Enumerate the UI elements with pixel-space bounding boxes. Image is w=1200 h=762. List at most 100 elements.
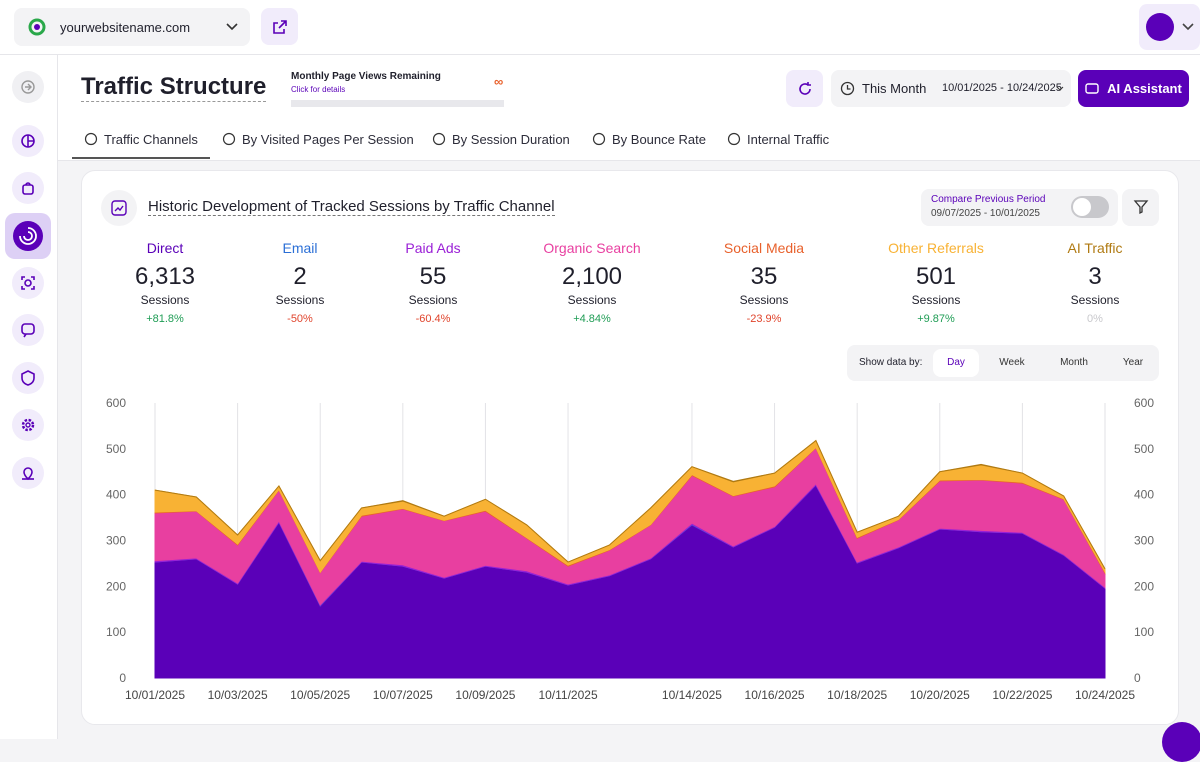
channel-change: -23.9% xyxy=(746,313,782,325)
icon xyxy=(22,182,34,195)
quota-link[interactable]: Click for details xyxy=(291,85,346,94)
y-tick-label: 600 xyxy=(106,396,126,410)
ai-assistant-button[interactable]: AI Assistant xyxy=(1078,70,1189,107)
channel-name: Social Media xyxy=(723,240,805,256)
chat-bubble[interactable] xyxy=(1162,722,1200,762)
channel-name: Organic Search xyxy=(543,240,641,256)
tab[interactable]: By Bounce Rate xyxy=(592,132,706,147)
x-tick-label: 10/22/2025 xyxy=(992,688,1052,702)
nav-shop[interactable] xyxy=(12,172,44,204)
tab-label: By Visited Pages Per Session xyxy=(242,132,414,147)
compare-toggle[interactable] xyxy=(1071,196,1109,218)
channel-change: 0% xyxy=(1087,313,1103,325)
period-option[interactable]: Month xyxy=(1060,357,1088,368)
tab[interactable]: Traffic Channels xyxy=(84,132,198,147)
date-preset: This Month xyxy=(862,81,927,96)
channel-unit: Sessions xyxy=(1070,293,1120,307)
nav-location[interactable] xyxy=(12,457,44,489)
channel-change: -50% xyxy=(287,313,313,325)
channel-total: 501 xyxy=(915,263,957,290)
channel-change: +9.87% xyxy=(917,313,955,325)
avatar xyxy=(1145,13,1194,41)
tab[interactable]: Internal Traffic xyxy=(727,132,829,147)
nav-overview[interactable] xyxy=(12,125,44,157)
tab[interactable]: By Session Duration xyxy=(432,132,570,147)
channel-change: +4.84% xyxy=(573,313,611,325)
filter-button[interactable] xyxy=(1122,189,1159,226)
y-tick-label: 200 xyxy=(106,579,126,593)
period-option[interactable]: Day xyxy=(947,357,965,368)
tab[interactable]: By Visited Pages Per Session xyxy=(222,132,414,147)
channel-total: 3 xyxy=(1088,263,1102,290)
x-tick-label: 10/11/2025 xyxy=(538,688,597,702)
channel-unit: Sessions xyxy=(911,293,961,307)
channel-total: 35 xyxy=(750,263,778,290)
period-option[interactable]: Year xyxy=(1122,357,1144,368)
collapse-button[interactable] xyxy=(12,71,44,103)
compare-box: Compare Previous Period 09/07/2025 - 10/… xyxy=(921,189,1118,226)
open-site-button[interactable] xyxy=(261,8,298,45)
icon xyxy=(798,81,811,95)
y-tick-label: 100 xyxy=(106,625,126,639)
compare-label: Compare Previous Period xyxy=(931,194,1046,205)
channel-name: Direct xyxy=(146,240,184,256)
chart: 10/01/2025 10/03/2025 10/05/2025 10/07/2025… xyxy=(106,396,1154,702)
channel-total: 6,313 xyxy=(134,263,196,290)
x-tick-label: 10/20/2025 xyxy=(910,688,970,702)
nav-security[interactable] xyxy=(12,362,44,394)
tab-icon xyxy=(84,132,98,146)
channel-unit: Sessions xyxy=(275,293,325,307)
tab-icon xyxy=(727,132,741,146)
y-tick-label: 0 xyxy=(119,671,126,685)
tab-icon xyxy=(222,132,236,146)
y-tick-label: 400 xyxy=(106,488,126,502)
date-picker[interactable]: This Month 10/01/2025 - 10/24/2025 xyxy=(831,70,1071,107)
site-selector[interactable]: yourwebsitename.com xyxy=(14,8,250,46)
y2-tick-label: 0 xyxy=(1134,671,1141,685)
x-tick-label: 10/18/2025 xyxy=(827,688,887,702)
tab-label: By Bounce Rate xyxy=(612,132,706,147)
icon xyxy=(21,276,35,290)
x-tick-label: 10/16/2025 xyxy=(745,688,805,702)
channel-unit: Sessions xyxy=(567,293,617,307)
tab-icon xyxy=(432,132,446,146)
channel-name: Other Referrals xyxy=(888,240,984,256)
x-tick-label: 10/03/2025 xyxy=(208,688,268,702)
nav-settings[interactable] xyxy=(12,409,44,441)
channel-total: 2,100 xyxy=(561,263,623,290)
top-bar: yourwebsitename.com xyxy=(0,0,1200,55)
y2-tick-label: 500 xyxy=(1134,442,1154,456)
tab-icon xyxy=(592,132,606,146)
quota-label: Monthly Page Views Remaining xyxy=(291,71,441,82)
site-icon xyxy=(28,18,46,36)
icon xyxy=(1133,199,1148,214)
card-icon xyxy=(101,190,137,226)
tab-label: Internal Traffic xyxy=(747,132,830,147)
nav-traffic-active[interactable] xyxy=(5,213,51,259)
chevron xyxy=(1056,86,1064,91)
nav-goals[interactable] xyxy=(12,267,44,299)
active-period xyxy=(933,349,979,377)
period-option[interactable]: Week xyxy=(999,357,1025,368)
icon xyxy=(13,221,43,251)
channel-change: -60.4% xyxy=(415,313,451,325)
channel-total: 55 xyxy=(419,263,447,290)
active-tab-underline xyxy=(72,157,210,159)
toggle-knob xyxy=(1073,198,1091,216)
icon xyxy=(21,370,35,386)
compare-range: 09/07/2025 - 10/01/2025 xyxy=(931,208,1040,219)
x-tick-label: 10/24/2025 xyxy=(1075,688,1135,702)
x-tick-label: 10/09/2025 xyxy=(455,688,515,702)
channel-unit: Sessions xyxy=(739,293,789,307)
channel-total: 2 xyxy=(293,263,307,290)
icon xyxy=(21,134,35,148)
clock-icon xyxy=(840,81,855,96)
nav-chat[interactable] xyxy=(12,314,44,346)
y2-tick-label: 200 xyxy=(1134,579,1154,593)
sidebar xyxy=(0,55,58,739)
refresh-button[interactable] xyxy=(786,70,823,107)
card-title: Historic Development of Tracked Sessions… xyxy=(148,198,555,216)
account-menu[interactable] xyxy=(1139,4,1200,50)
